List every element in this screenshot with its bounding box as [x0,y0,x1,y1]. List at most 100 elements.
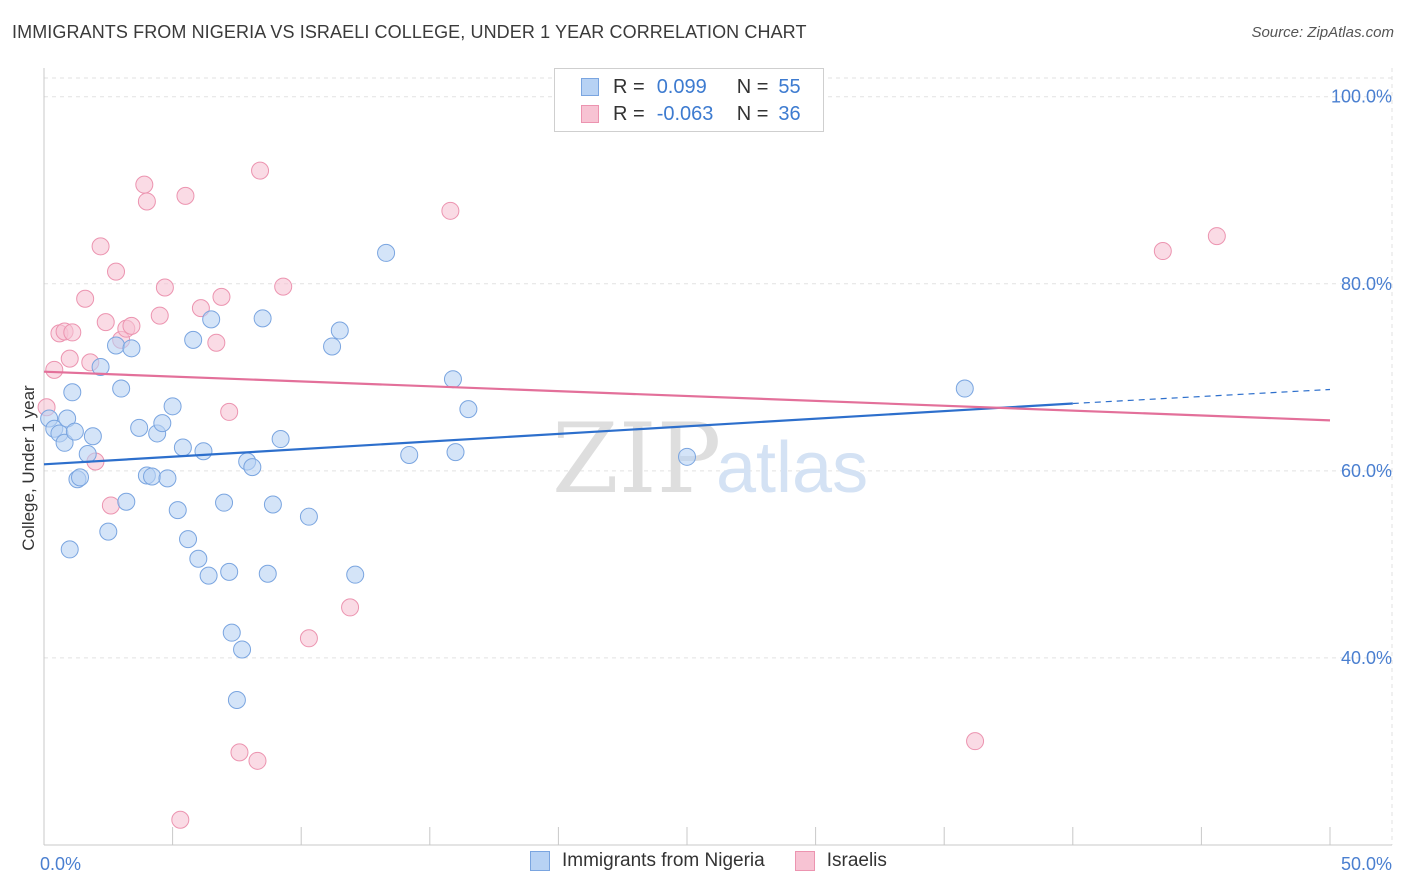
nigeria-swatch [581,78,599,96]
data-point [71,468,90,487]
legend-label: Immigrants from Nigeria [562,850,765,871]
x-tick-label: 0.0% [40,854,81,874]
series-legend: Immigrants from Nigeria Israelis [530,850,917,872]
data-point [202,310,221,329]
data-point [299,507,318,526]
watermark-atlas: atlas [716,428,868,508]
data-point [258,564,277,583]
data-point [220,402,239,421]
axes [43,68,1392,846]
data-point [966,732,985,751]
legend-item-israelis[interactable]: Israelis [794,850,887,872]
data-point [173,438,192,457]
data-point [171,810,190,829]
data-point [194,442,213,461]
source-credit: Source: ZipAtlas.com [1251,24,1394,41]
n-value: 36 [778,102,801,125]
y-tick-label: 80.0% [1341,274,1392,294]
nigeria-trend-extension [1072,388,1331,405]
data-point [112,379,131,398]
data-point [227,691,246,710]
data-point [251,161,270,180]
n-label: N = [736,75,769,98]
data-point [274,277,293,296]
data-point [400,445,419,464]
data-point [55,433,74,452]
data-point [107,262,126,281]
israelis-swatch [794,851,815,871]
r-value: 0.099 [656,75,707,98]
data-point [377,243,396,262]
watermark-zip: ZIP [552,403,721,515]
data-point [176,186,195,205]
data-point [459,400,478,419]
r-value: -0.063 [656,102,714,125]
legend-row-nigeria: R = 0.099 N = 55 [581,74,801,100]
israelis-points [37,161,1226,829]
correlation-legend: R = 0.099 N = 55 R = -0.063 N = 36 [554,68,824,132]
data-point [91,358,110,377]
data-point [63,383,82,402]
data-point [135,175,154,194]
data-point [263,495,282,514]
data-point [330,321,349,340]
axis-labels: 40.0% 60.0% 80.0% 100.0% 0.0% 50.0% College, U… [19,87,1392,874]
data-point [220,562,239,581]
data-point [60,349,79,368]
data-point [91,237,110,256]
data-point [1153,242,1172,261]
data-point [243,458,262,477]
y-tick-label: 40.0% [1341,648,1392,668]
n-value: 55 [778,75,801,98]
r-label: R = [613,75,645,98]
israelis-swatch [581,105,599,123]
data-point [122,316,141,335]
legend-item-nigeria[interactable]: Immigrants from Nigeria [530,850,765,872]
data-point [215,493,234,512]
grid-lines [44,68,1393,845]
data-point [222,623,241,642]
data-point [271,430,290,449]
watermark: ZIP atlas [552,403,868,515]
data-point [1207,227,1226,246]
data-point [137,192,156,211]
data-point [83,427,102,446]
data-point [230,743,249,762]
nigeria-swatch [530,851,550,871]
data-point [130,418,149,437]
data-point [678,447,696,466]
data-point [153,414,172,433]
data-point [76,289,95,308]
legend-row-israelis: R = -0.063 N = 36 [581,101,801,127]
data-point [346,565,365,584]
data-point [122,339,141,358]
data-point [446,443,465,462]
nigeria-points [40,243,974,710]
data-point [299,629,318,648]
data-point [443,370,462,389]
data-point [323,337,342,356]
n-label: N = [736,102,769,125]
data-point [101,496,120,515]
data-point [441,201,460,220]
x-tick-label: 50.0% [1341,854,1392,874]
y-axis-title: College, Under 1 year [19,385,38,551]
data-point [65,422,84,441]
data-point [179,530,198,549]
data-point [189,549,208,568]
data-point [207,333,226,352]
data-point [168,501,187,520]
data-point [248,751,267,770]
data-point [158,469,177,488]
data-point [955,379,974,398]
data-point [253,309,272,328]
y-tick-label: 60.0% [1341,461,1392,481]
data-point [199,566,218,585]
data-point [45,360,64,379]
data-point [143,467,162,486]
data-point [233,640,252,659]
israelis-trend-line [43,370,1331,422]
y-tick-label: 100.0% [1331,87,1392,107]
data-point [96,313,115,332]
